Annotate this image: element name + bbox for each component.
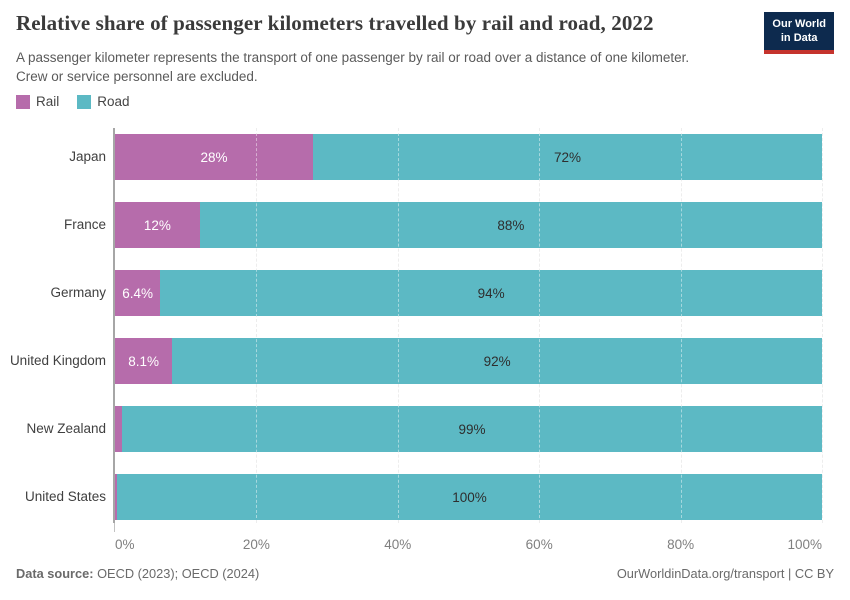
category-label: New Zealand [26, 421, 106, 436]
bar-row-united-kingdom: United Kingdom 8.1% 92% [10, 338, 822, 384]
rail-bar-segment[interactable] [115, 406, 123, 452]
rail-value-label: 6.4% [122, 285, 153, 301]
rail-value-label: 28% [200, 149, 228, 165]
owid-logo: Our World in Data [764, 12, 834, 54]
bar-row-united-states: United States 100% [25, 474, 822, 520]
data-source: Data source: OECD (2023); OECD (2024) [16, 566, 259, 581]
road-value-label: 88% [497, 217, 525, 233]
x-tick-label-40: 40% [384, 537, 412, 552]
rail-swatch-icon [16, 94, 30, 109]
road-value-label: 94% [477, 285, 505, 301]
owid-credit-link[interactable]: OurWorldinData.org/transport | CC BY [616, 566, 834, 581]
gridline-80 [680, 128, 682, 523]
data-source-label: Data source: [16, 566, 94, 581]
road-swatch-icon [77, 94, 92, 109]
gridline-60 [539, 128, 541, 523]
x-tick-label-0: 0% [115, 537, 135, 552]
gridline-40 [397, 128, 399, 523]
road-value-label: 92% [483, 353, 511, 369]
road-bar-segment[interactable]: 100% [117, 474, 822, 520]
rail-bar-segment[interactable] [115, 474, 118, 520]
legend-label-road: Road [97, 94, 130, 109]
road-value-label: 72% [553, 149, 581, 165]
legend-label-rail: Rail [36, 94, 60, 109]
gridline-100 [822, 128, 823, 523]
legend-item-road[interactable]: Road [77, 94, 130, 109]
chart-footer: Data source: OECD (2023); OECD (2024) Ou… [16, 566, 834, 581]
rail-value-label: 8.1% [128, 353, 160, 369]
bar-row-germany: Germany 6.4% 94% [50, 270, 822, 316]
legend: Rail Road [16, 94, 130, 109]
gridline-40 [397, 128, 399, 523]
data-source-text: OECD (2023); OECD (2024) [97, 566, 260, 581]
rail-bar-segment[interactable]: 6.4% [115, 270, 161, 316]
gridline-20 [256, 128, 258, 523]
road-bar-segment[interactable]: 72% [312, 134, 822, 180]
category-label: Japan [69, 149, 106, 164]
legend-item-rail[interactable]: Rail [16, 94, 59, 109]
road-bar-segment[interactable]: 92% [172, 338, 822, 384]
chart-title: Relative share of passenger kilometers t… [16, 11, 654, 35]
road-bar-segment[interactable]: 88% [199, 202, 822, 248]
category-label: France [63, 217, 106, 232]
rail-bar-segment[interactable]: 8.1% [115, 338, 173, 384]
x-tick-label-20: 20% [242, 537, 270, 552]
gridline-80 [680, 128, 682, 523]
x-tick-label-80: 80% [667, 537, 695, 552]
gridline-20 [256, 128, 258, 523]
road-value-label: 100% [452, 489, 487, 505]
category-label: United Kingdom [9, 353, 106, 368]
road-bar-segment[interactable]: 94% [160, 270, 822, 316]
rail-bar-segment[interactable]: 12% [115, 202, 200, 248]
owid-logo-line2: in Data [780, 32, 818, 45]
x-tick-label-100: 100% [787, 537, 822, 552]
owid-logo-line1: Our World [772, 18, 826, 30]
category-label: United States [24, 489, 106, 504]
bar-row-new-zealand: New Zealand 99% [26, 406, 822, 452]
rail-value-label: 12% [143, 217, 171, 233]
bar-row-japan: Japan 28% 72% [69, 134, 822, 180]
category-label: Germany [50, 285, 106, 300]
y-axis-line [113, 128, 115, 532]
x-axis-zero-tick [114, 523, 115, 532]
road-bar-segment[interactable]: 99% [122, 406, 822, 452]
gridline-100 [822, 128, 823, 523]
rail-bar-segment[interactable]: 28% [115, 134, 313, 180]
plot-area: Japan 28% 72% France 12% 88% Germany 6.4% 94% Uni… [10, 128, 823, 552]
chart-subtitle: A passenger kilometer represents the tra… [16, 50, 690, 84]
bar-row-france: France 12% 88% [64, 202, 822, 248]
road-value-label: 99% [458, 421, 486, 437]
gridline-60 [539, 128, 541, 523]
x-tick-label-60: 60% [525, 537, 553, 552]
